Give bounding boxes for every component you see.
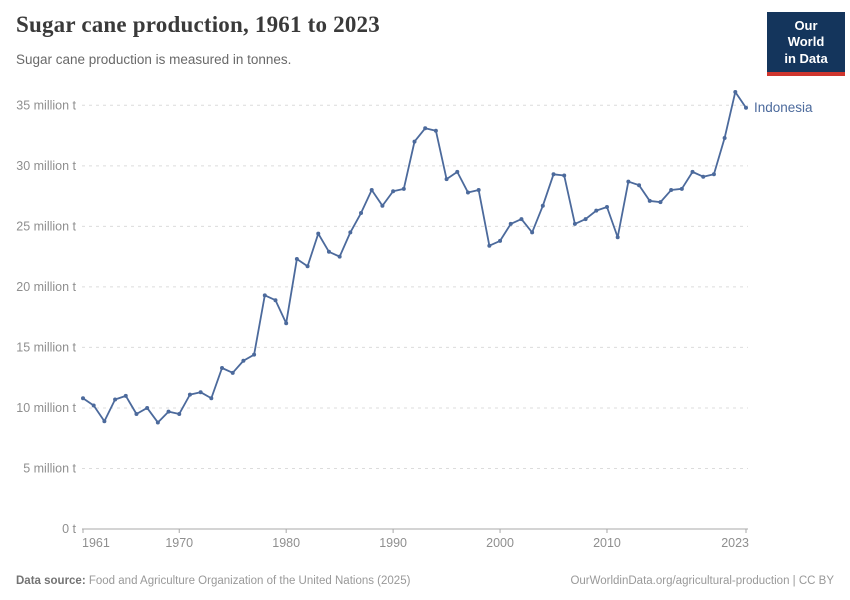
y-tick-label: 35 million t [16, 99, 76, 113]
data-point [113, 397, 118, 402]
data-point [305, 264, 310, 269]
data-point [487, 243, 492, 248]
data-point [241, 358, 246, 363]
data-point [316, 231, 321, 236]
data-point [337, 254, 342, 259]
data-point [669, 188, 674, 193]
footer-link[interactable]: OurWorldinData.org/agricultural-producti… [570, 575, 834, 587]
data-point [359, 211, 364, 216]
data-point [455, 169, 460, 174]
data-point [476, 188, 481, 193]
data-point [498, 238, 503, 243]
data-point [220, 365, 225, 370]
data-point [508, 221, 513, 226]
data-point [594, 208, 599, 213]
data-point [326, 249, 331, 254]
y-tick-label: 0 t [62, 522, 76, 536]
data-point [380, 203, 385, 208]
data-point [519, 217, 524, 222]
x-tick-label: 1990 [379, 536, 407, 550]
data-point [444, 177, 449, 182]
data-point [262, 293, 267, 298]
data-point [583, 217, 588, 222]
x-tick-label: 2010 [593, 536, 621, 550]
data-point [433, 128, 438, 133]
data-point [637, 183, 642, 188]
x-tick-label: 1961 [82, 536, 110, 550]
data-point [145, 405, 150, 410]
data-point [230, 370, 235, 375]
data-point [679, 186, 684, 191]
data-source-text: Food and Agriculture Organization of the… [85, 575, 411, 587]
data-point [647, 198, 652, 203]
data-point [615, 235, 620, 240]
data-point [551, 172, 556, 177]
x-tick-label: 1970 [165, 536, 193, 550]
data-point [401, 186, 406, 191]
data-point [562, 173, 567, 178]
y-tick-label: 15 million t [16, 341, 76, 355]
data-point [744, 105, 748, 110]
data-point [604, 204, 609, 209]
data-point [102, 419, 107, 424]
data-point [690, 169, 695, 174]
data-point [530, 230, 535, 235]
data-source-label: Data source: [16, 575, 86, 587]
data-point [423, 126, 428, 131]
data-point [465, 190, 470, 195]
page-title: Sugar cane production, 1961 to 2023 [16, 12, 380, 37]
y-tick-label: 10 million t [16, 401, 76, 415]
x-tick-label: 2023 [721, 536, 749, 550]
data-point [198, 390, 203, 395]
data-point [572, 221, 577, 226]
data-point [658, 200, 663, 205]
data-point [187, 392, 192, 397]
y-tick-label: 20 million t [16, 280, 76, 294]
y-tick-label: 25 million t [16, 220, 76, 234]
data-point [540, 203, 545, 208]
data-point [273, 298, 278, 303]
data-point [166, 409, 171, 414]
data-point [294, 257, 299, 262]
data-point [209, 396, 214, 401]
data-point [701, 174, 706, 179]
y-tick-label: 30 million t [16, 159, 76, 173]
chart-subtitle: Sugar cane production is measured in ton… [16, 52, 292, 67]
data-source: Data source: Food and Agriculture Organi… [16, 575, 410, 587]
entity-label[interactable]: Indonesia [754, 100, 813, 115]
owid-logo-line2: in Data [784, 50, 828, 66]
data-point [711, 172, 716, 177]
x-tick-label: 1980 [272, 536, 300, 550]
x-tick-label: 2000 [486, 536, 514, 550]
data-point [123, 393, 128, 398]
y-tick-label: 5 million t [23, 462, 76, 476]
data-point [391, 189, 396, 194]
data-point [369, 188, 374, 193]
data-point [155, 420, 160, 425]
data-point [626, 179, 631, 184]
data-point [722, 135, 727, 140]
data-point [284, 321, 289, 326]
data-point [412, 139, 417, 144]
data-point [252, 352, 257, 357]
owid-logo-line1: Our World [787, 18, 825, 50]
data-point [733, 89, 738, 94]
owid-logo[interactable]: Our World in Data [767, 12, 845, 76]
data-point [81, 396, 85, 401]
data-point [348, 230, 353, 235]
data-point [91, 403, 96, 408]
chart-footer: Data source: Food and Agriculture Organi… [16, 575, 834, 587]
data-point [134, 411, 139, 416]
data-point [177, 411, 182, 416]
